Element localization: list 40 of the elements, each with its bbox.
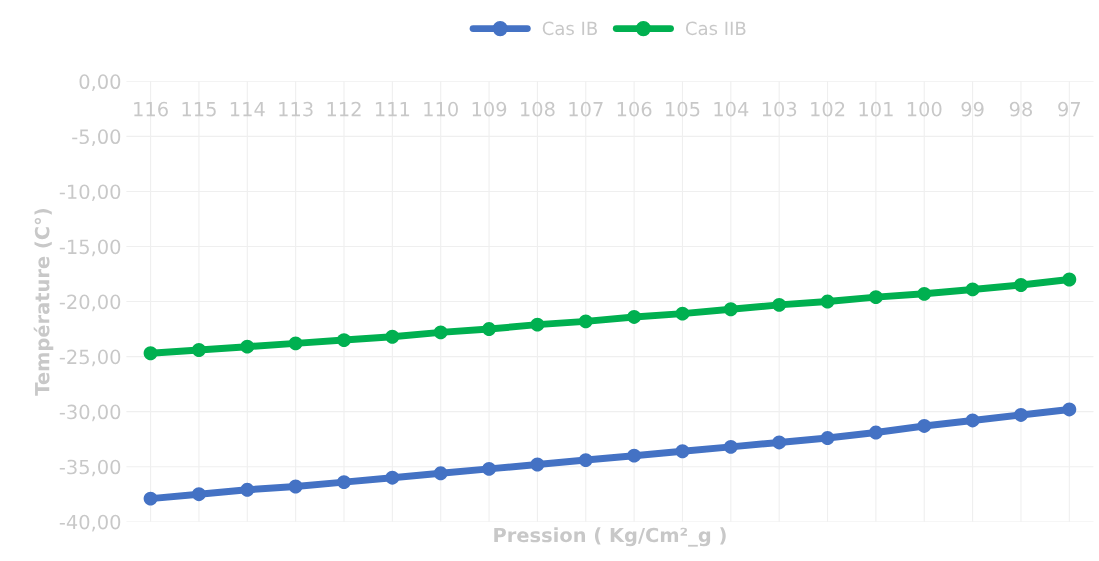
point bbox=[772, 435, 787, 450]
point bbox=[240, 339, 255, 354]
point bbox=[868, 290, 883, 305]
point bbox=[868, 425, 883, 440]
point bbox=[288, 479, 303, 494]
point bbox=[240, 482, 255, 497]
point bbox=[1014, 278, 1028, 292]
point bbox=[965, 413, 980, 428]
point bbox=[578, 453, 593, 468]
point bbox=[530, 317, 545, 332]
point bbox=[433, 466, 448, 481]
point bbox=[191, 487, 206, 502]
point bbox=[627, 310, 642, 324]
point bbox=[1062, 402, 1077, 417]
point bbox=[723, 302, 738, 317]
point bbox=[723, 439, 738, 454]
point bbox=[191, 343, 206, 357]
point bbox=[1014, 407, 1028, 422]
point bbox=[578, 314, 593, 329]
point bbox=[917, 419, 932, 433]
point bbox=[675, 444, 690, 459]
point bbox=[337, 333, 351, 348]
point bbox=[337, 475, 351, 490]
point bbox=[627, 448, 642, 463]
point bbox=[385, 329, 400, 344]
point bbox=[820, 294, 835, 309]
point bbox=[965, 282, 980, 297]
point bbox=[1062, 272, 1077, 287]
point bbox=[433, 325, 448, 340]
point bbox=[772, 297, 787, 312]
point bbox=[675, 306, 690, 321]
point bbox=[917, 286, 932, 301]
point bbox=[820, 431, 835, 445]
point bbox=[143, 491, 158, 506]
point bbox=[143, 346, 158, 361]
point bbox=[385, 470, 400, 485]
point bbox=[530, 457, 545, 472]
point bbox=[288, 336, 303, 351]
point bbox=[482, 322, 496, 337]
point bbox=[482, 461, 496, 476]
